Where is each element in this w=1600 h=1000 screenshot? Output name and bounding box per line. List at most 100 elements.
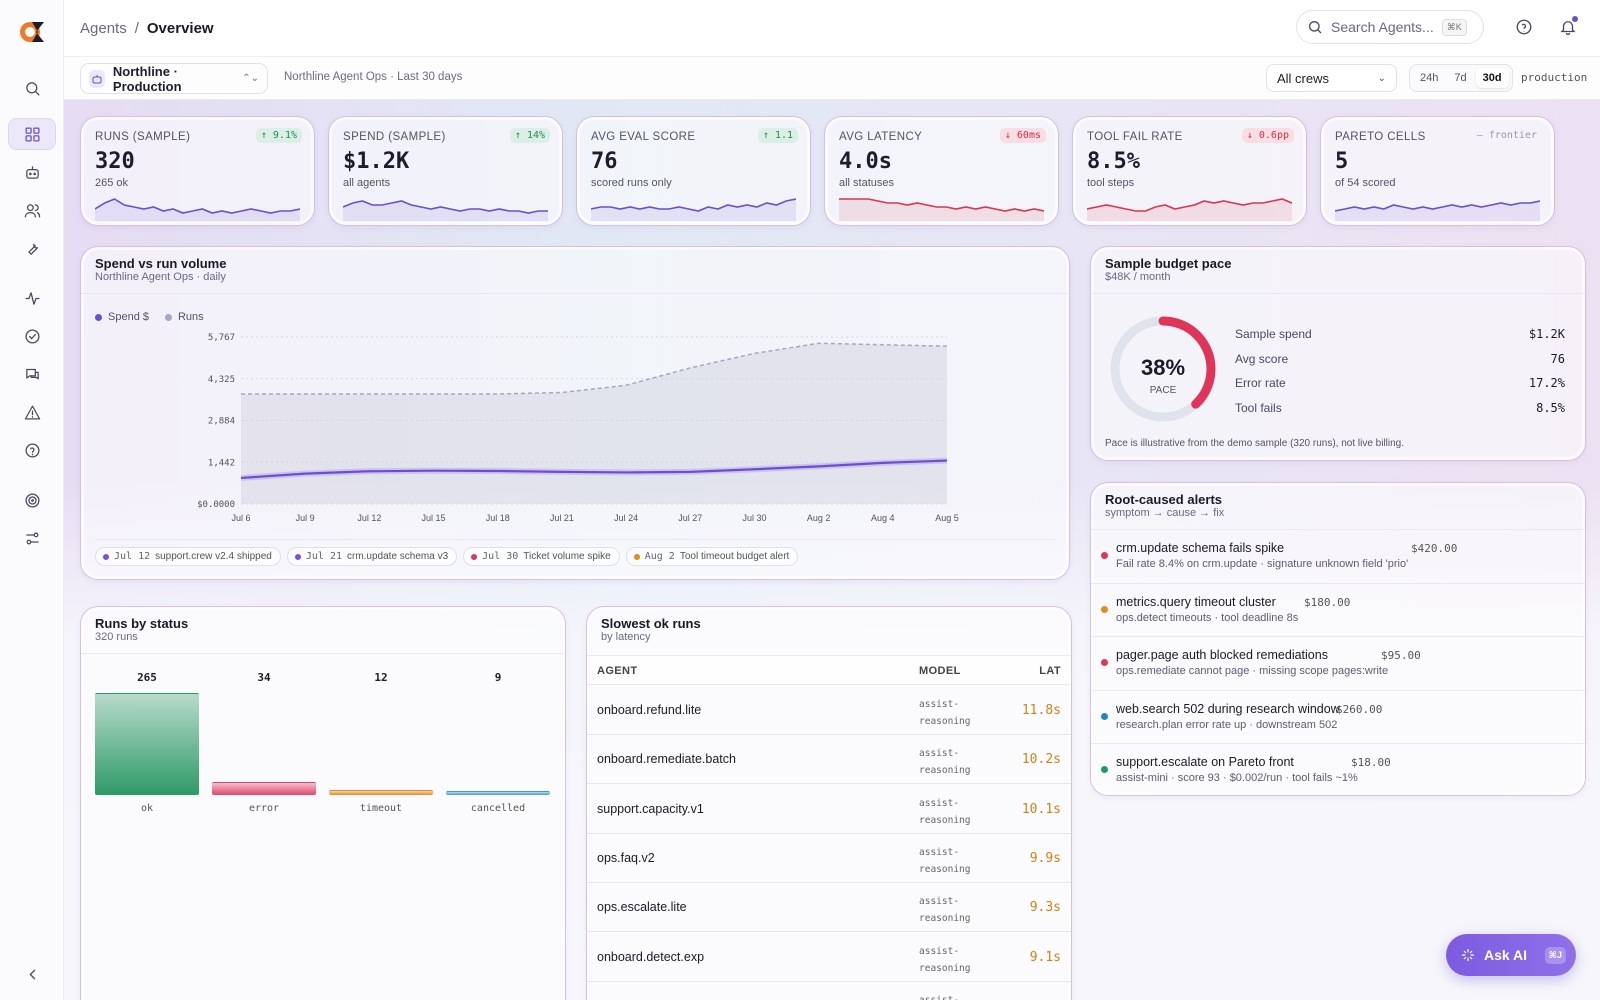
event-chips: Jul 12 support.crew v2.4 shipped Jul 21 crm…	[95, 547, 799, 566]
dashboard-icon[interactable]	[8, 118, 56, 150]
alert-dot	[1101, 766, 1108, 773]
breadcrumb-separator: /	[134, 19, 139, 37]
table-row[interactable]: onboard.remediate.batch assist-reasoning…	[587, 735, 1071, 785]
x-tick-label: Jul 18	[486, 513, 510, 523]
chat-icon[interactable]	[16, 358, 48, 390]
target-icon[interactable]	[16, 484, 48, 516]
table-row[interactable]: assist-	[587, 982, 1071, 1000]
kpi-card[interactable]: AVG LATENCY 4.0s all statuses ↓ 60ms	[824, 116, 1059, 226]
project-selector[interactable]: Northline · Production ⌃⌄	[80, 63, 268, 94]
slowest-title: Slowest ok runs	[601, 616, 701, 631]
sparkline-area	[839, 199, 1044, 221]
sidebar	[0, 0, 64, 1000]
col-agent[interactable]: AGENT	[597, 665, 638, 677]
chevron-updown-icon: ⌃⌄	[242, 73, 259, 84]
kpi-sparkline	[591, 198, 796, 221]
table-row[interactable]: support.capacity.v1 assist-reasoning 10.…	[587, 785, 1071, 834]
search-icon	[1309, 21, 1322, 34]
kpi-card[interactable]: RUNS (SAMPLE) 320 265 ok ↑ 9.1%	[80, 116, 315, 226]
x-tick-label: Aug 5	[935, 513, 959, 523]
alert-title: pager.page auth blocked remediations	[1116, 648, 1328, 662]
col-model[interactable]: MODEL	[919, 665, 961, 677]
breadcrumb-root[interactable]: Agents	[80, 19, 127, 37]
range-24h[interactable]: 24h	[1420, 72, 1439, 84]
alert-item[interactable]: pager.page auth blocked remediations $95…	[1091, 636, 1585, 689]
check-circle-icon[interactable]	[16, 320, 48, 352]
alert-meta: research.plan error rate up · downstream…	[1116, 718, 1338, 731]
kpi-sparkline	[95, 198, 300, 221]
kpi-card[interactable]: PARETO CELLS 5 of 54 scored — frontier	[1320, 116, 1555, 226]
kpi-note: of 54 scored	[1335, 177, 1396, 189]
help-icon[interactable]	[1515, 18, 1533, 36]
search-icon[interactable]	[16, 72, 48, 104]
alert-triangle-icon[interactable]	[16, 396, 48, 428]
bell-icon[interactable]	[1559, 16, 1578, 36]
sliders-icon[interactable]	[16, 522, 48, 554]
runs-line	[241, 342, 948, 395]
event-chip[interactable]: Jul 30 Ticket volume spike	[463, 547, 620, 566]
kpi-value: 320	[95, 149, 135, 174]
row-model: assist-reasoning	[919, 748, 971, 777]
alert-title: crm.update schema fails spike	[1116, 541, 1285, 555]
y-tick-label: 5,767	[208, 333, 235, 343]
alert-item[interactable]: web.search 502 during research window $2…	[1091, 689, 1585, 743]
status-bar[interactable]	[329, 790, 433, 795]
row-agent: ops.escalate.lite	[597, 900, 687, 915]
row-agent: onboard.refund.lite	[597, 703, 702, 717]
robot-icon	[89, 69, 105, 88]
range-7d[interactable]: 7d	[1454, 72, 1467, 84]
status-bar-value: 9	[494, 671, 502, 684]
slowest-subtitle: by latency	[601, 631, 651, 643]
legend-spend[interactable]: Spend $	[95, 311, 149, 323]
robot-icon[interactable]	[16, 156, 48, 188]
alert-item[interactable]: crm.update schema fails spike $420.00 Fa…	[1091, 529, 1585, 582]
kpi-card[interactable]: AVG EVAL SCORE 76 scored runs only ↑ 1.1	[576, 116, 811, 226]
legend-runs[interactable]: Runs	[164, 311, 204, 323]
kpi-value: 8.5%	[1087, 149, 1140, 174]
search-input[interactable]: Search Agents... ⌘K	[1296, 10, 1484, 44]
status-bar-label: error	[248, 803, 280, 814]
kpi-card[interactable]: TOOL FAIL RATE 8.5% tool steps ↓ 0.6pp	[1072, 116, 1307, 226]
row-agent: onboard.remediate.batch	[597, 752, 736, 767]
sparkline-line	[839, 198, 1044, 212]
app-logo[interactable]	[18, 18, 46, 46]
kpi-label: SPEND (SAMPLE)	[343, 131, 446, 143]
collapse-sidebar-icon[interactable]	[16, 958, 48, 990]
sparkline-line	[95, 198, 300, 214]
kpi-note: all agents	[343, 177, 391, 189]
status-bar[interactable]	[212, 781, 316, 795]
row-latency: 9.3s	[1029, 900, 1061, 916]
pace-gauge: 38% PACE	[1110, 316, 1216, 422]
col-lat[interactable]: LAT	[1039, 665, 1061, 677]
kpi-delta: ↓ 0.6pp	[1241, 128, 1294, 143]
row-model: assist-reasoning	[919, 699, 971, 727]
alert-item[interactable]: support.escalate on Pareto front $18.00 …	[1091, 743, 1585, 795]
row-latency: 9.9s	[1029, 850, 1061, 866]
users-icon[interactable]	[16, 194, 48, 226]
table-row[interactable]: ops.faq.v2 assist-reasoning 9.9s	[587, 834, 1071, 883]
event-chip[interactable]: Aug 2 Tool timeout budget alert	[625, 547, 799, 566]
help-circle-icon[interactable]	[16, 434, 48, 466]
event-chip[interactable]: Jul 21 crm.update schema v3	[286, 547, 458, 566]
status-bar-label: cancelled	[470, 803, 526, 814]
pace-value: 38%	[1141, 355, 1185, 380]
spend-runs-chart[interactable]: $0.0000 1,442 2,884 4,325 5,767 Jul 6 Jul 9 Jul…	[81, 327, 1070, 537]
status-bar[interactable]	[95, 693, 199, 795]
y-tick-label: 4,325	[208, 375, 235, 385]
status-bar[interactable]	[446, 791, 550, 795]
project-name: Northline · Production	[112, 63, 182, 94]
sparkline-area	[1087, 199, 1292, 221]
wrench-icon[interactable]	[16, 232, 48, 264]
ask-ai-button[interactable]: Ask AI ⌘J	[1446, 934, 1576, 976]
table-row[interactable]: ops.escalate.lite assist-reasoning 9.3s	[587, 883, 1071, 933]
table-row[interactable]: onboard.detect.exp assist-reasoning 9.1s	[587, 933, 1071, 982]
y-tick-label: $0.0000	[197, 500, 235, 510]
event-chip[interactable]: Jul 12 support.crew v2.4 shipped	[95, 547, 281, 566]
kpi-card[interactable]: SPEND (SAMPLE) $1.2K all agents ↑ 14%	[328, 116, 563, 226]
crew-filter-select[interactable]: All crews ⌄	[1266, 64, 1397, 92]
range-30d[interactable]: 30d	[1475, 68, 1509, 88]
activity-icon[interactable]	[16, 282, 48, 314]
alert-item[interactable]: metrics.query timeout cluster $180.00 op…	[1091, 582, 1585, 636]
kpi-value: $1.2K	[343, 149, 410, 174]
table-row[interactable]: onboard.refund.lite assist-reasoning 11.…	[587, 686, 1071, 735]
